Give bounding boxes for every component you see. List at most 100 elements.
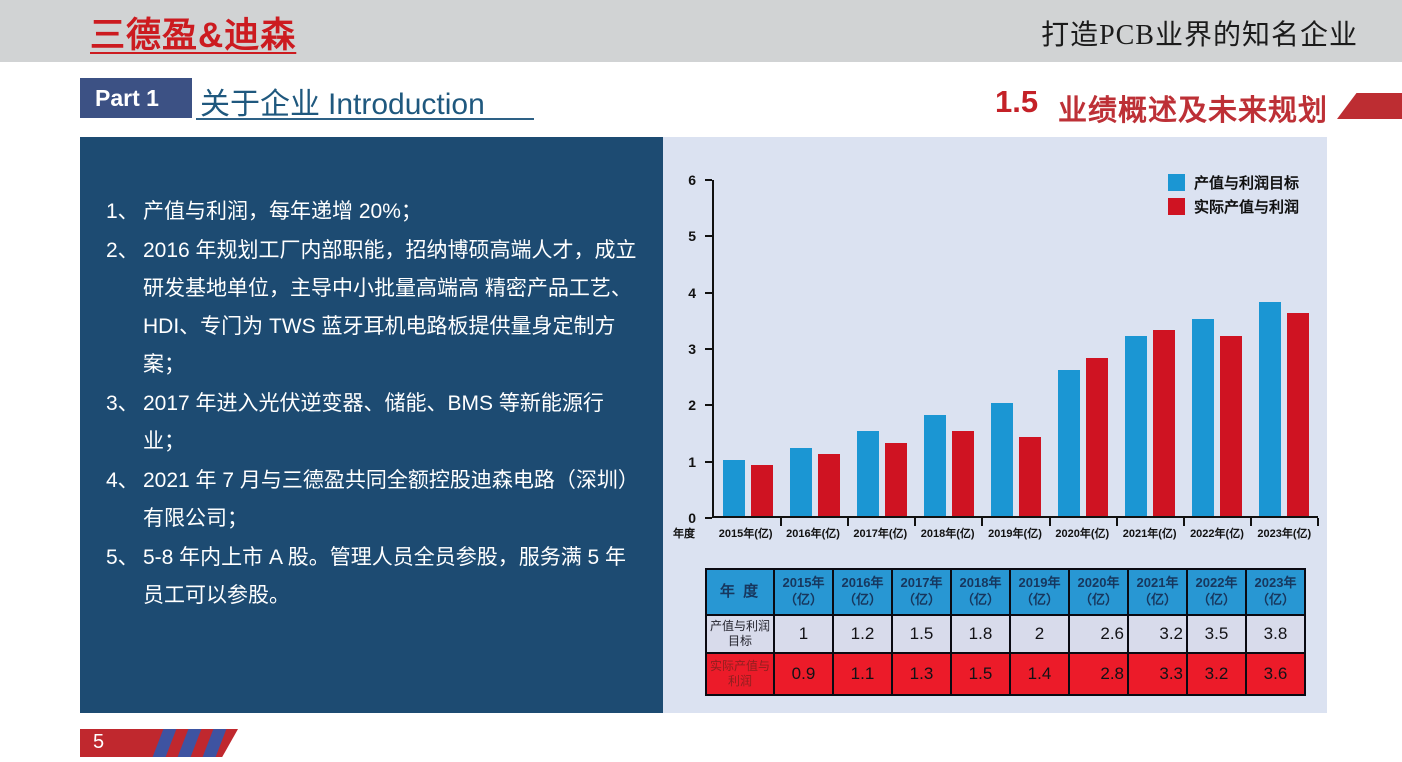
chart-plot xyxy=(712,180,1319,526)
target-bar xyxy=(990,403,1013,516)
company-logo: 三德盈&迪森 xyxy=(90,16,297,55)
table-value-cell: 3.8 xyxy=(1245,614,1306,654)
page-title: 关于企业 Introduction xyxy=(200,79,485,123)
x-axis-title: 年度 xyxy=(673,528,695,540)
bar-group xyxy=(1184,180,1252,526)
target-bar xyxy=(789,448,812,516)
x-axis-label: 2019年(亿) xyxy=(988,528,1042,540)
target-bar xyxy=(1192,319,1215,516)
x-axis-label: 2017年(亿) xyxy=(853,528,908,540)
table-header-row: 年 度 2015年 （亿） 2016年 （亿） 2017年 （亿） 2018年 （亿） 2… xyxy=(705,568,1306,616)
bar-group xyxy=(1251,180,1319,526)
legend-swatch xyxy=(1168,198,1185,215)
table-year-header: 2019年 （亿） xyxy=(1009,568,1070,616)
list-item: 4、 2021 年 7 月与三德盈共同全额控股迪森电路（深圳）有限公司； xyxy=(106,462,645,538)
actual-bar xyxy=(1018,437,1041,516)
title-underline xyxy=(196,118,534,120)
table-year-header: 2022年 （亿） xyxy=(1186,568,1247,616)
section-accent-shape xyxy=(1337,93,1402,119)
table-value-cell: 1.4 xyxy=(1009,652,1070,696)
y-axis-tick xyxy=(705,460,712,463)
target-bar xyxy=(923,415,946,516)
legend-item: 实际产值与利润 xyxy=(1168,196,1299,217)
table-value-cell: 3.2 xyxy=(1127,614,1188,654)
list-item-number: 5、 xyxy=(106,546,139,569)
y-axis-label: 4 xyxy=(688,284,696,301)
table-value-cell: 1.1 xyxy=(832,652,893,696)
table-value-cell: 2.8 xyxy=(1068,652,1129,696)
table-value-cell: 1.3 xyxy=(891,652,952,696)
list-item: 1、 产值与利润，每年递增 20%； xyxy=(106,193,645,231)
legend-swatch xyxy=(1168,174,1185,191)
list-item-number: 4、 xyxy=(106,469,139,492)
x-axis-label: 2023年(亿) xyxy=(1257,528,1312,540)
y-axis-label: 6 xyxy=(688,172,696,188)
table-value-cell: 2.6 xyxy=(1068,614,1129,654)
list-item-text: 2017 年进入光伏逆变器、储能、BMS 等新能源行业； xyxy=(143,392,604,453)
table-year-header: 2023年 （亿） xyxy=(1245,568,1306,616)
actual-bar xyxy=(1220,336,1243,516)
x-axis-tick xyxy=(1115,518,1118,526)
legend-item: 产值与利润目标 xyxy=(1168,172,1299,193)
bar-group xyxy=(781,180,850,526)
business-points-list: 1、 产值与利润，每年递增 20%； 2、 2016 年规划工厂内部职能，招纳博硕高端… xyxy=(106,193,645,615)
y-axis-label: 3 xyxy=(688,341,696,357)
x-axis-tick xyxy=(1316,518,1319,526)
x-axis-label: 2018年(亿) xyxy=(920,528,975,540)
x-axis-label: 2021年(亿) xyxy=(1122,528,1177,540)
target-bar xyxy=(856,431,879,516)
section-title: 业绩概述及未来规划 xyxy=(1058,95,1329,127)
y-axis: 0 1 2 3 4 5 6 xyxy=(663,172,712,526)
target-bar xyxy=(1125,336,1148,516)
business-points-panel: 1、 产值与利润，每年递增 20%； 2、 2016 年规划工厂内部职能，招纳博硕高端… xyxy=(80,137,663,713)
y-axis-label: 5 xyxy=(688,228,696,245)
table-year-header: 2021年 （亿） xyxy=(1127,568,1188,616)
performance-table-wrap: 年 度 2015年 （亿） 2016年 （亿） 2017年 （亿） 2018年 （亿） 2… xyxy=(705,568,1306,696)
actual-bar xyxy=(951,431,974,516)
x-axis-label: 2020年(亿) xyxy=(1055,528,1110,540)
actual-bar xyxy=(884,443,907,516)
target-bar xyxy=(722,460,745,516)
x-axis-tick xyxy=(1048,518,1051,526)
x-axis-label: 2016年(亿) xyxy=(786,528,840,540)
table-value-cell: 3.2 xyxy=(1186,652,1247,696)
list-item-text: 2021 年 7 月与三德盈共同全额控股迪森电路（深圳）有限公司； xyxy=(143,469,639,530)
x-axis-tick xyxy=(847,518,850,526)
list-item-text: 产值与利润，每年递增 20%； xyxy=(143,200,422,223)
list-item: 5、 5-8 年内上市 A 股。管理人员全员参股，服务满 5 年员工可以参股。 xyxy=(106,539,645,615)
legend-label: 产值与利润目标 xyxy=(1194,175,1300,192)
bar-group xyxy=(1117,180,1185,526)
table-row: 产值与利润 目标 1 1.2 1.5 1.8 2 2.6 3.2 3.5 3.8 xyxy=(705,614,1306,654)
header-slogan: 打造PCB业界的知名企业 xyxy=(1041,20,1358,51)
x-axis-tick xyxy=(1182,518,1185,526)
table-row: 实际产值与 利润 0.9 1.1 1.3 1.5 1.4 2.8 3.3 3.2 3.6 xyxy=(705,652,1306,696)
part-badge: Part 1 xyxy=(80,78,192,118)
bar-group xyxy=(1050,180,1118,526)
target-bar xyxy=(1058,370,1081,516)
page-title-cn: 关于企业 xyxy=(200,88,320,121)
list-item: 2、 2016 年规划工厂内部职能，招纳博硕高端人才，成立研发基地单位，主导中小批… xyxy=(106,232,645,384)
table-value-cell: 1.5 xyxy=(891,614,952,654)
page-number-banner: 5 xyxy=(80,729,238,757)
actual-bar xyxy=(817,454,840,516)
y-axis-tick xyxy=(705,348,712,350)
actual-bar xyxy=(1153,330,1176,516)
table-value-cell: 1.8 xyxy=(950,614,1011,654)
y-axis-label: 2 xyxy=(688,397,696,414)
y-axis-tick xyxy=(705,179,712,181)
table-value-cell: 1 xyxy=(773,614,834,654)
bar-group xyxy=(915,180,984,526)
y-axis-tick xyxy=(705,235,712,238)
actual-bar xyxy=(750,465,773,516)
x-axis-label: 2015年(亿) xyxy=(718,528,773,540)
legend-label: 实际产值与利润 xyxy=(1194,199,1300,216)
y-axis-tick xyxy=(705,517,712,519)
table-value-cell: 2 xyxy=(1009,614,1070,654)
table-year-header: 2018年 （亿） xyxy=(950,568,1011,616)
row-label: 实际产值与 利润 xyxy=(705,652,775,696)
list-item-number: 3、 xyxy=(106,392,139,415)
actual-bar xyxy=(1287,313,1310,516)
banner-stripe xyxy=(151,729,178,757)
table-value-cell: 3.5 xyxy=(1186,614,1247,654)
